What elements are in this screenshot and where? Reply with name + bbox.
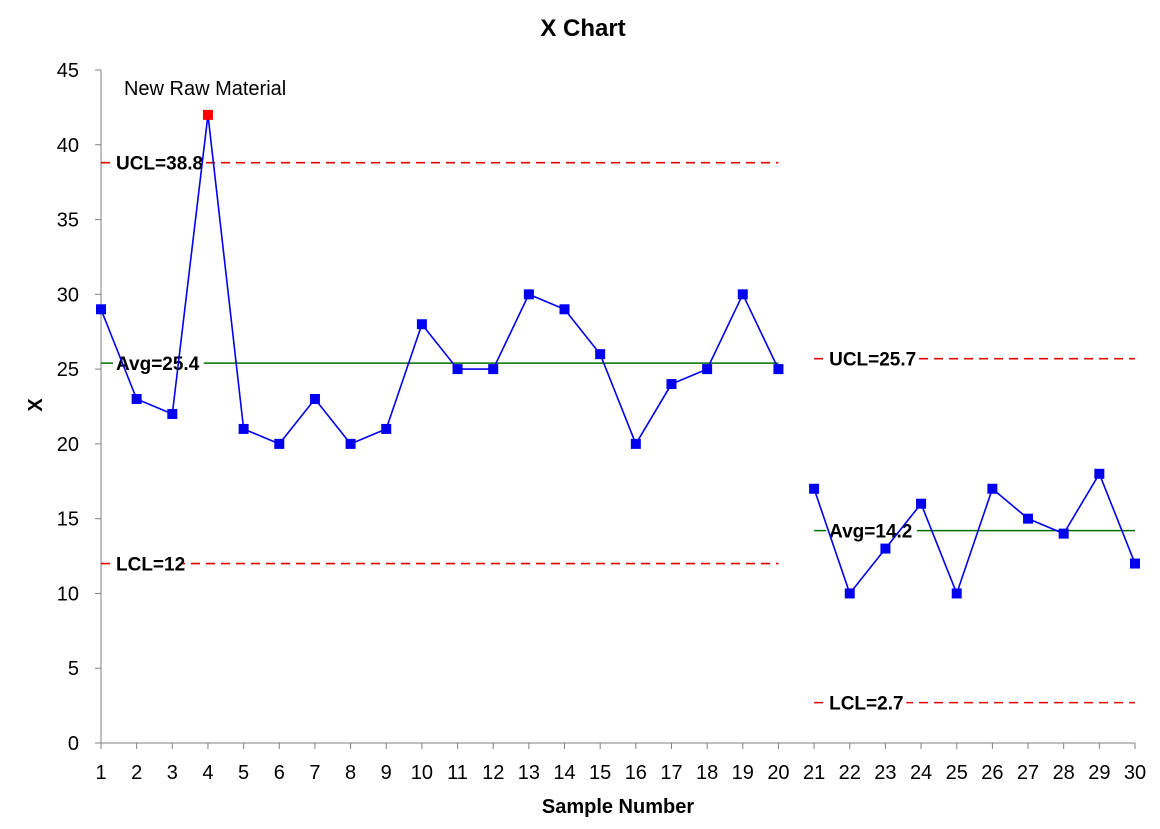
x-tick-label: 16 (625, 762, 647, 784)
data-point (523, 289, 534, 300)
x-tick-label: 2 (131, 762, 142, 784)
y-tick-label: 20 (57, 434, 79, 456)
x-tick-label: 14 (553, 762, 575, 784)
x-tick-label: 18 (696, 762, 718, 784)
data-point (309, 394, 320, 405)
data-point (452, 364, 463, 375)
x-tick-label: 25 (946, 762, 968, 784)
x-tick-label: 9 (381, 762, 392, 784)
ucl-label: UCL=25.7 (829, 350, 916, 371)
data-point (809, 483, 820, 494)
ucl-label: UCL=38.8 (116, 154, 203, 175)
x-tick-label: 10 (411, 762, 433, 784)
lcl-label: LCL=12 (116, 555, 185, 576)
x-tick-label: 7 (309, 762, 320, 784)
x-tick-label: 22 (839, 762, 861, 784)
x-tick-label: 27 (1017, 762, 1039, 784)
data-point (987, 483, 998, 494)
data-point (1023, 513, 1034, 524)
y-tick-label: 35 (57, 210, 79, 232)
avg-label: Avg=25.4 (116, 354, 200, 375)
y-tick-label: 30 (57, 284, 79, 306)
y-tick-label: 5 (68, 658, 79, 680)
series-line (100, 114, 780, 446)
y-tick-label: 0 (68, 733, 79, 755)
x-tick-label: 6 (274, 762, 285, 784)
data-point (96, 304, 106, 315)
x-tick-label: 15 (589, 762, 611, 784)
data-point (916, 498, 927, 509)
x-tick-label: 24 (910, 762, 932, 784)
data-point (167, 408, 178, 419)
data-point (666, 379, 677, 390)
x-tick-label: 17 (660, 762, 682, 784)
x-tick-label: 8 (345, 762, 356, 784)
data-point (488, 364, 499, 375)
y-tick-label: 25 (57, 359, 79, 381)
data-point (345, 438, 356, 449)
ucl-label-bg (113, 150, 204, 175)
lcl-label-bg (826, 690, 907, 715)
y-axis-title: X (25, 398, 47, 412)
x-axis-title: Sample Number (542, 796, 694, 818)
ucl-label-bg (826, 346, 917, 371)
avg-label-bg (113, 351, 204, 376)
x-tick-label: 4 (202, 762, 213, 784)
x-tick-label: 28 (1053, 762, 1075, 784)
data-point (773, 364, 784, 375)
x-tick-label: 1 (95, 762, 106, 784)
x-tick-label: 12 (482, 762, 504, 784)
data-point (595, 349, 606, 360)
x-tick-label: 19 (732, 762, 754, 784)
avg-label: Avg=14.2 (829, 522, 912, 543)
data-point (1130, 558, 1140, 569)
x-tick-label: 26 (981, 762, 1003, 784)
data-point (1058, 528, 1069, 539)
data-point (630, 438, 641, 449)
data-point (737, 289, 748, 300)
x-tick-label: 3 (167, 762, 178, 784)
data-point (416, 319, 427, 330)
data-point (951, 588, 962, 599)
data-point (131, 394, 142, 405)
x-tick-label: 5 (238, 762, 249, 784)
x-tick-label: 13 (518, 762, 540, 784)
control-limits: UCL=38.8 Avg=25.4 LCL=12 UCL=25.7 Avg=14.2 LC… (101, 150, 1135, 715)
x-tick-label: 21 (803, 762, 825, 784)
data-point (559, 304, 570, 315)
x-tick-label: 11 (447, 762, 468, 784)
data-point (844, 588, 855, 599)
data-point (238, 423, 249, 434)
data-point (381, 423, 392, 434)
x-tick-label: 29 (1088, 762, 1110, 784)
data-point (274, 438, 285, 449)
series-line (813, 471, 1136, 596)
data-point (702, 364, 713, 375)
lcl-label-bg (113, 551, 183, 576)
y-tick-label: 15 (57, 509, 79, 531)
x-tick-label: 30 (1124, 762, 1146, 784)
annotations: New Raw Material (124, 78, 286, 100)
data-point (1094, 468, 1105, 479)
lcl-label: LCL=2.7 (829, 694, 903, 715)
y-tick-label: 45 (57, 60, 79, 82)
data-series (96, 109, 1140, 599)
annotation-label: New Raw Material (124, 78, 286, 100)
x-tick-label: 20 (767, 762, 789, 784)
out-of-control-point (202, 109, 213, 120)
data-point (880, 543, 891, 554)
y-tick-label: 40 (57, 135, 79, 157)
x-tick-label: 23 (874, 762, 896, 784)
chart-title: X Chart (540, 15, 625, 42)
y-tick-label: 10 (57, 583, 79, 605)
avg-label-bg (826, 518, 917, 543)
